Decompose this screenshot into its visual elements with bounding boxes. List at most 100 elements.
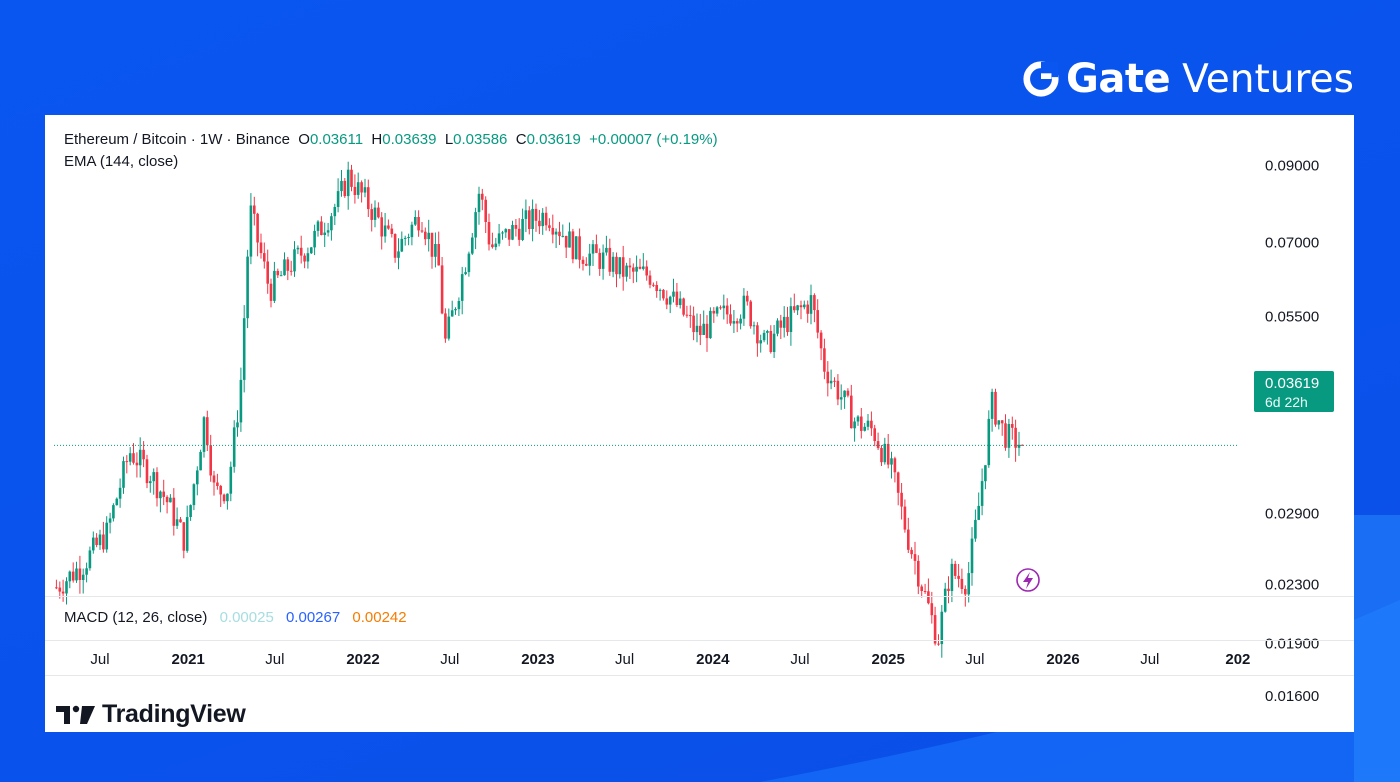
candle-body: [303, 255, 306, 262]
candle-body: [219, 485, 222, 495]
candle: [974, 509, 977, 542]
candle-body: [283, 259, 286, 276]
candle-body: [1004, 423, 1007, 448]
candle: [293, 241, 296, 277]
time-tick-label: 2024: [696, 651, 730, 668]
macd-legend[interactable]: MACD (12, 26, close) 0.00025 0.00267 0.0…: [64, 609, 407, 626]
candle: [598, 248, 601, 276]
candle-body: [900, 492, 903, 507]
candle-body: [642, 266, 645, 269]
candle: [112, 503, 115, 522]
time-axis-separator: [45, 640, 1354, 641]
time-tick-label: Jul: [790, 651, 809, 668]
candle-body: [98, 534, 102, 546]
candle: [377, 202, 380, 219]
candle-body: [145, 459, 149, 484]
candle-body: [625, 265, 628, 277]
candle: [179, 517, 182, 523]
candle-body: [940, 611, 944, 645]
close-value: 0.03619: [526, 131, 581, 148]
candle: [611, 252, 615, 278]
lightning-marker[interactable]: [1016, 568, 1040, 592]
pane-separator[interactable]: [45, 596, 1354, 597]
candle-body: [678, 298, 682, 305]
candle-body: [383, 225, 387, 237]
candle-body: [531, 208, 534, 229]
candle: [524, 199, 528, 233]
candle-body: [729, 314, 732, 324]
candle-body: [880, 448, 883, 463]
candle-body: [112, 505, 115, 519]
candle: [943, 582, 947, 613]
candle-body: [481, 193, 484, 200]
candle-body: [759, 340, 762, 344]
candle: [558, 221, 561, 245]
candle: [538, 209, 541, 235]
candle: [494, 237, 498, 251]
candle-body: [196, 470, 199, 485]
candle-body: [1021, 444, 1024, 446]
price-tick-label: 0.05500: [1265, 309, 1319, 326]
candle-body: [990, 391, 994, 419]
candle: [648, 270, 652, 289]
candle-body: [209, 445, 212, 476]
candle-body: [192, 484, 196, 506]
candle: [528, 206, 531, 235]
candle: [917, 555, 920, 595]
candle-body: [836, 380, 840, 400]
candle-body: [863, 426, 866, 431]
candle: [471, 233, 474, 255]
candle-body: [1017, 444, 1021, 448]
candle: [497, 224, 501, 247]
candle: [81, 568, 85, 594]
candle-body: [910, 549, 913, 555]
candle-body: [189, 505, 192, 517]
candle: [890, 451, 893, 479]
candle: [242, 305, 246, 393]
candle: [353, 174, 357, 204]
time-tick-label: 2022: [346, 651, 379, 668]
time-tick-label: Jul: [265, 651, 284, 668]
candle-body: [611, 256, 615, 272]
candle: [189, 504, 192, 521]
candle-body: [779, 320, 783, 328]
candle: [903, 499, 907, 533]
candle: [873, 424, 876, 447]
candle-body: [648, 275, 652, 285]
ema-indicator-label[interactable]: EMA (144, close): [64, 153, 179, 170]
candle: [793, 293, 796, 313]
candle-body: [326, 230, 330, 233]
candle-body: [927, 591, 930, 604]
tradingview-logo[interactable]: TradingView: [56, 700, 246, 729]
candle-body: [655, 285, 658, 291]
candle-body: [816, 310, 819, 333]
price-chart[interactable]: 0.110000.090000.070000.055000.045000.042…: [45, 115, 1354, 732]
candle-body: [55, 587, 58, 589]
time-tick-label: 2025: [872, 651, 905, 668]
candle-body: [665, 298, 669, 305]
candle-body: [420, 230, 424, 232]
candle: [105, 516, 108, 553]
candle: [920, 584, 923, 598]
candle: [581, 256, 585, 271]
candle-body: [511, 225, 514, 240]
candle-body: [437, 244, 440, 266]
candle: [303, 253, 306, 269]
candle-body: [333, 207, 337, 217]
candle-body: [474, 212, 477, 238]
candle: [772, 325, 776, 358]
time-axis[interactable]: Jul 2021 Jul 2022 Jul 2023 Jul 2024 Jul 2025 Jul 20…: [90, 651, 1250, 668]
candle: [85, 562, 88, 583]
candle-body: [605, 247, 608, 253]
price-tag[interactable]: 0.03619 6d 22h: [1254, 371, 1334, 412]
candle: [246, 249, 249, 329]
candle: [809, 284, 813, 325]
candle: [628, 258, 632, 279]
candle-body: [464, 272, 467, 275]
candle-body: [397, 251, 400, 258]
candle-body: [430, 232, 434, 257]
candle-body: [514, 225, 518, 229]
candle: [367, 179, 370, 217]
candle: [947, 576, 950, 604]
candle-body: [407, 237, 410, 238]
